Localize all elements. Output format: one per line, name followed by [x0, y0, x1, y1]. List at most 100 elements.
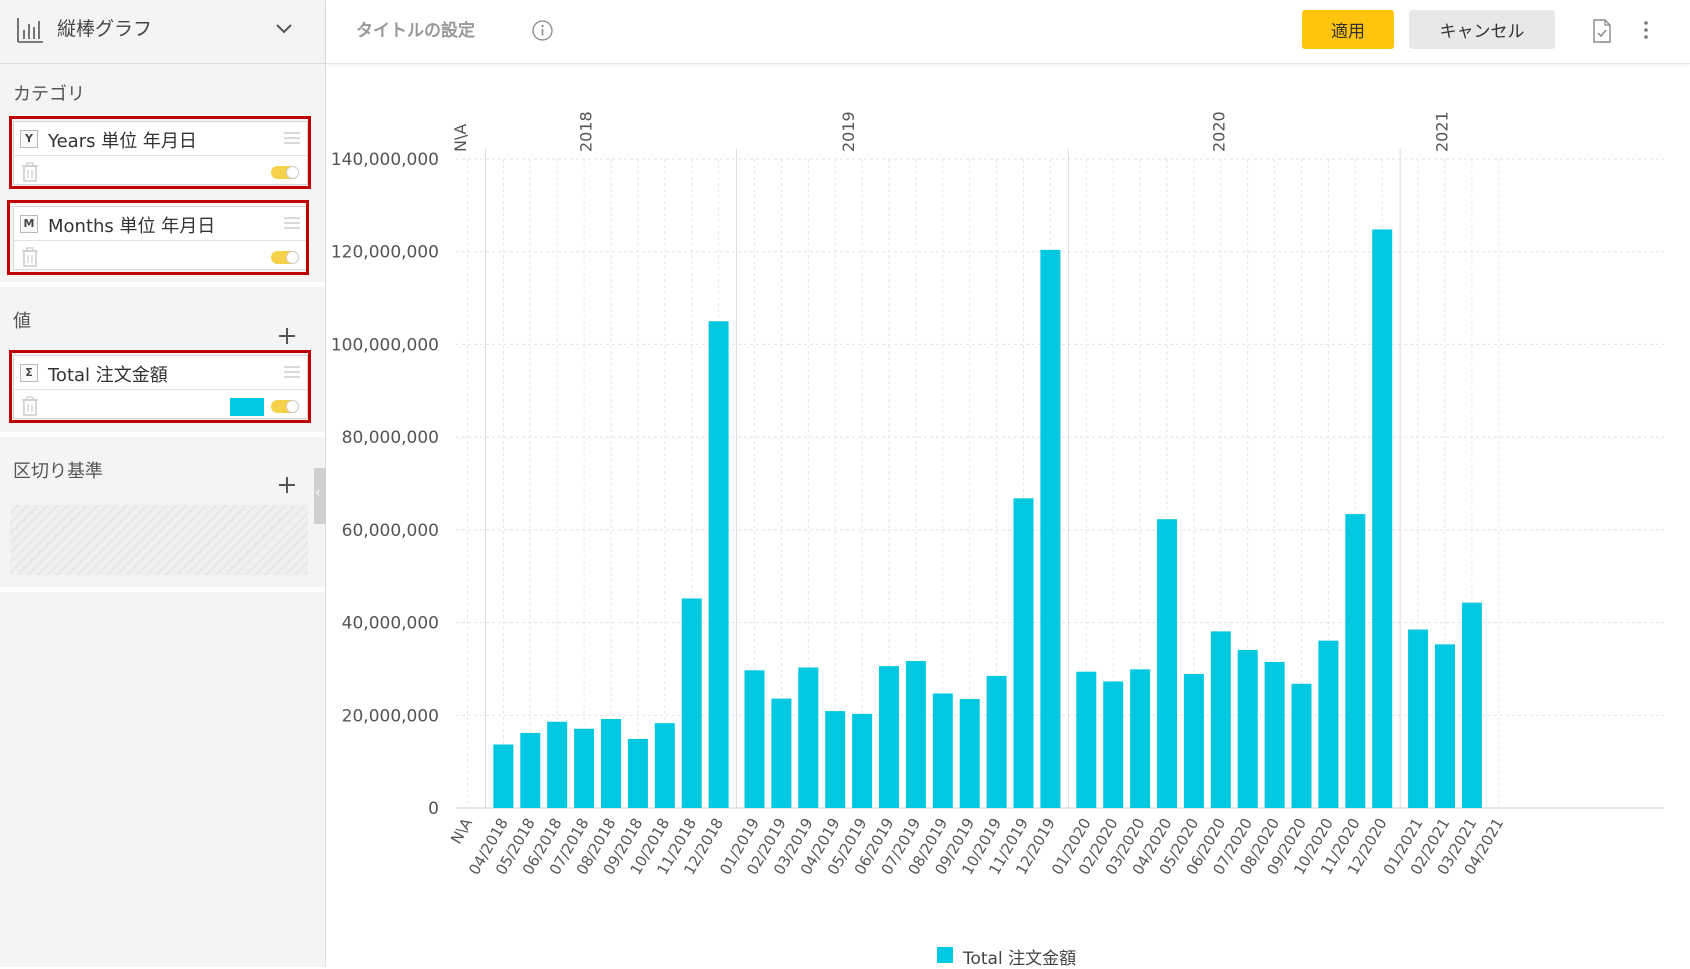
bar [1264, 661, 1285, 808]
cancel-button[interactable]: キャンセル [1409, 10, 1555, 49]
bar [1408, 629, 1429, 808]
bar [852, 713, 873, 808]
card-divider [14, 240, 307, 241]
field-type-badge: Σ [20, 364, 38, 382]
bar [493, 744, 514, 808]
trash-icon[interactable] [21, 396, 39, 416]
bar [681, 598, 702, 808]
bar [547, 721, 568, 808]
category-section-title: カテゴリ [13, 84, 85, 105]
section-divider [0, 282, 325, 287]
x-axis: N\A04/201805/201806/201807/201808/201809… [447, 814, 1507, 878]
highlight-box [7, 200, 309, 275]
card-divider [14, 389, 307, 390]
bar [1461, 602, 1482, 808]
bar [1318, 640, 1339, 808]
apply-button[interactable]: 適用 [1302, 10, 1394, 49]
field-card-years[interactable]: Y Years 単位 年月日 [13, 121, 308, 185]
bar [959, 699, 980, 808]
bar [905, 661, 926, 808]
bar [1291, 683, 1312, 808]
bar [1237, 649, 1258, 808]
add-breakby-icon[interactable] [278, 476, 296, 494]
field-type-badge: M [20, 215, 38, 233]
year-group-label: 2021 [1433, 111, 1452, 152]
bar [986, 675, 1007, 808]
bar [1372, 229, 1393, 808]
highlight-box [9, 350, 311, 423]
bar [1435, 644, 1455, 808]
field-name: Total 注文金額 [48, 365, 168, 386]
bar [1157, 519, 1177, 808]
chevron-down-icon[interactable] [275, 22, 293, 34]
bar [1130, 669, 1151, 808]
visibility-toggle[interactable] [271, 166, 299, 179]
bar [574, 728, 595, 808]
visibility-toggle[interactable] [271, 400, 299, 413]
chart-type-label: 縦棒グラフ [57, 18, 153, 40]
collapse-panel-handle[interactable]: ‹ [314, 468, 326, 524]
year-group-label: 2019 [839, 111, 858, 152]
x-tick-label: N\A [447, 814, 476, 847]
export-document-icon[interactable] [1592, 19, 1612, 43]
field-panel: 縦棒グラフ カテゴリ Y Years 単位 年月日 M Months 単位 年月… [0, 0, 326, 967]
bar [601, 718, 621, 808]
year-group-label: N\A [451, 124, 470, 152]
add-value-icon[interactable] [278, 327, 296, 345]
bar [1345, 514, 1366, 808]
y-tick-label: 0 [428, 799, 439, 819]
drag-handle-icon[interactable] [284, 132, 300, 144]
card-divider [14, 155, 307, 156]
chart-type-selector[interactable]: 縦棒グラフ [0, 0, 325, 64]
bar [1040, 249, 1061, 809]
drag-handle-icon[interactable] [284, 217, 300, 229]
section-divider [0, 587, 325, 592]
chart-title-input[interactable]: タイトルの設定 [356, 21, 475, 41]
bar [1210, 631, 1231, 808]
field-name: Months 単位 年月日 [48, 216, 216, 237]
highlight-box [9, 116, 311, 189]
breakby-drop-zone[interactable] [10, 505, 308, 575]
year-group-axis: N\A 2018 2019 2020 2021 [451, 111, 1452, 152]
bar [879, 666, 899, 808]
y-tick-label: 40,000,000 [342, 614, 439, 634]
more-options-icon[interactable] [1643, 20, 1649, 40]
visibility-toggle[interactable] [271, 251, 299, 264]
drag-handle-icon[interactable] [284, 366, 300, 378]
bar [825, 711, 846, 808]
field-card-months[interactable]: M Months 単位 年月日 [13, 206, 308, 270]
legend-label: Total 注文金額 [963, 949, 1077, 969]
bar [708, 321, 729, 808]
y-axis: 0 20,000,000 40,000,000 60,000,000 80,000,00… [331, 150, 439, 819]
y-tick-label: 140,000,000 [331, 150, 439, 170]
trash-icon[interactable] [21, 247, 39, 267]
year-group-label: 2020 [1210, 111, 1229, 152]
bar [798, 667, 819, 808]
field-card-total[interactable]: Σ Total 注文金額 [13, 355, 308, 419]
y-tick-label: 80,000,000 [342, 428, 439, 448]
trash-icon[interactable] [21, 162, 39, 182]
y-tick-label: 120,000,000 [331, 243, 439, 263]
breakby-section-title: 区切り基準 [13, 461, 103, 482]
bar-chart-icon [17, 18, 43, 43]
section-divider [0, 432, 325, 437]
field-name: Years 単位 年月日 [48, 131, 197, 152]
bar [771, 698, 792, 808]
bar-series [493, 229, 1482, 809]
y-tick-label: 60,000,000 [342, 521, 439, 541]
chevron-left-icon: ‹ [315, 485, 321, 501]
series-color-swatch[interactable] [230, 398, 264, 416]
year-group-label: 2018 [577, 111, 596, 152]
bar [654, 723, 675, 808]
bar [1013, 498, 1034, 808]
field-type-badge: Y [20, 130, 38, 148]
info-icon[interactable] [532, 20, 553, 41]
bar [932, 693, 953, 808]
value-section-title: 値 [13, 311, 31, 332]
bar [520, 732, 541, 808]
bar [1076, 671, 1097, 808]
bar [627, 738, 648, 808]
column-chart: 0 20,000,000 40,000,000 60,000,000 80,000,00… [331, 111, 1664, 878]
bar [744, 670, 765, 808]
y-tick-label: 100,000,000 [331, 335, 439, 355]
